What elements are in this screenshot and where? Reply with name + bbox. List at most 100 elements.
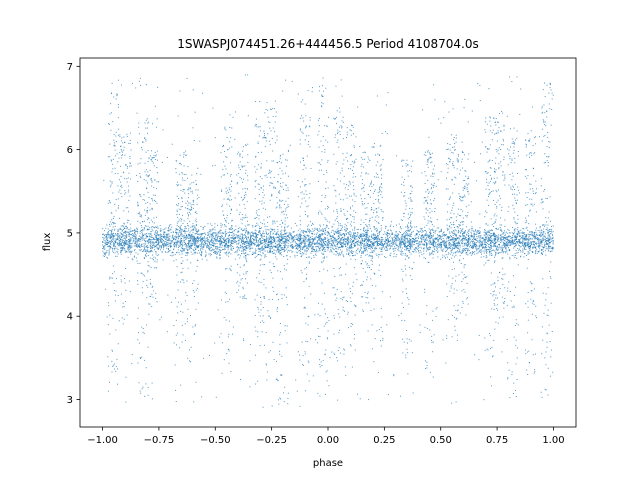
data-point — [208, 235, 210, 237]
data-point — [274, 237, 276, 239]
data-point — [148, 242, 150, 244]
data-point — [270, 251, 272, 253]
data-point — [202, 227, 204, 229]
data-point — [221, 231, 223, 233]
data-point — [425, 233, 427, 235]
data-point — [334, 237, 336, 239]
data-point — [381, 236, 383, 238]
data-point — [116, 242, 118, 244]
data-point — [496, 237, 498, 239]
data-point — [366, 230, 368, 232]
data-point — [471, 230, 473, 232]
data-point — [114, 247, 116, 249]
data-point — [249, 236, 251, 238]
data-point — [135, 257, 137, 259]
data-point — [160, 236, 162, 238]
data-point — [343, 234, 345, 236]
data-point — [162, 240, 164, 242]
data-point — [352, 234, 354, 236]
data-point — [328, 246, 330, 248]
data-point — [469, 252, 471, 254]
data-point — [545, 241, 547, 243]
data-point — [359, 251, 361, 253]
data-point — [315, 253, 317, 255]
data-point — [495, 238, 497, 240]
data-point — [232, 243, 234, 245]
data-point — [490, 252, 492, 254]
data-point — [423, 230, 425, 232]
data-point — [395, 239, 397, 241]
data-point — [396, 237, 398, 239]
data-point — [363, 234, 365, 236]
data-point — [423, 248, 425, 250]
data-point — [229, 237, 231, 239]
data-point — [335, 239, 337, 241]
data-point — [332, 244, 334, 246]
data-point — [135, 231, 137, 233]
data-point — [357, 249, 359, 251]
data-point — [321, 244, 323, 246]
data-point — [423, 244, 425, 246]
data-point — [316, 251, 318, 253]
data-point — [141, 239, 143, 241]
data-point — [429, 240, 431, 242]
data-point — [439, 235, 441, 237]
data-point — [270, 238, 272, 240]
data-point — [389, 254, 391, 256]
data-point — [200, 244, 202, 246]
data-point — [444, 243, 446, 245]
data-point — [315, 242, 317, 244]
data-point — [474, 242, 476, 244]
data-point — [164, 235, 166, 237]
data-point — [378, 233, 380, 235]
data-point — [129, 245, 131, 247]
data-point — [223, 247, 225, 249]
data-point — [376, 239, 378, 241]
data-point — [110, 237, 112, 239]
data-point — [137, 241, 139, 243]
data-point — [495, 234, 497, 236]
data-point — [298, 246, 300, 248]
data-point — [311, 224, 313, 226]
data-point — [303, 235, 305, 237]
data-point — [247, 236, 249, 238]
data-point — [102, 255, 104, 257]
data-point — [438, 242, 440, 244]
data-point — [159, 245, 161, 247]
data-point — [364, 244, 366, 246]
data-point — [155, 245, 157, 247]
data-point — [390, 245, 392, 247]
data-point — [205, 254, 207, 256]
data-point — [197, 247, 199, 249]
data-point — [243, 256, 245, 258]
data-point — [367, 237, 369, 239]
data-point — [201, 243, 203, 245]
data-point — [531, 235, 533, 237]
data-point — [403, 237, 405, 239]
data-point — [455, 242, 457, 244]
data-point — [213, 242, 215, 244]
data-point — [315, 251, 317, 253]
data-point — [185, 238, 187, 240]
data-point — [544, 250, 546, 252]
data-point — [227, 239, 229, 241]
data-point — [365, 236, 367, 238]
data-point — [405, 234, 407, 236]
data-point — [457, 231, 459, 233]
data-point — [466, 253, 468, 255]
data-point — [543, 246, 545, 248]
data-point — [502, 233, 504, 235]
data-point — [339, 249, 341, 251]
data-point — [437, 239, 439, 241]
data-point — [465, 243, 467, 245]
data-point — [400, 253, 402, 255]
data-point — [429, 231, 431, 233]
data-point — [308, 238, 310, 240]
data-point — [119, 239, 121, 240]
data-point — [307, 239, 309, 241]
data-point — [296, 242, 298, 244]
data-point — [464, 245, 466, 247]
data-point — [479, 250, 481, 252]
data-point — [520, 241, 522, 243]
data-point — [417, 248, 419, 250]
